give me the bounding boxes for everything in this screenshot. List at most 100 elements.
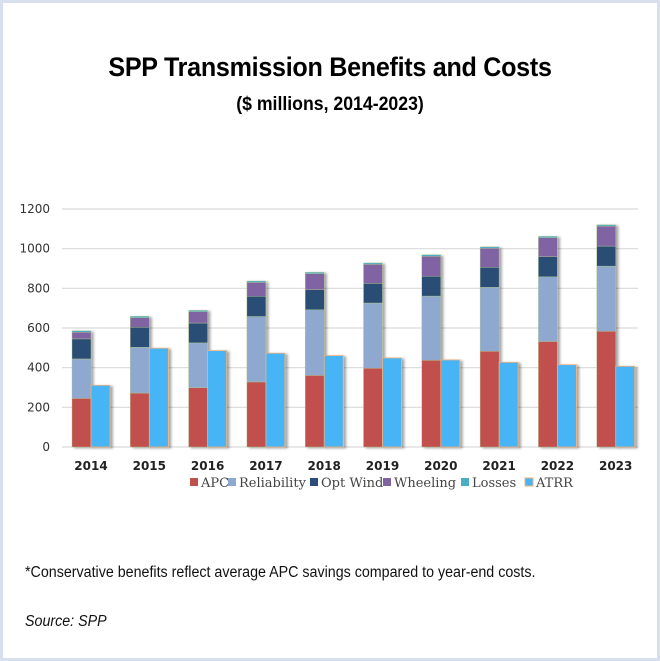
bar-wheeling [305,273,325,290]
bar-atrr [90,384,111,448]
legend-item-apc: APC [190,476,229,491]
bar-opt-wind [421,276,441,297]
bar-losses [246,280,267,283]
bar-atrr [615,365,636,448]
chart-subtitle: ($ millions, 2014-2023) [236,94,424,115]
year-group-2020 [421,254,461,448]
legend-label: Opt Wind [321,476,383,491]
legend-swatch [190,478,198,486]
legend-item-atrr: ATRR [524,476,574,491]
bar-reliability [479,287,500,352]
x-tick-label: 2018 [307,459,340,473]
benefits-stack [363,262,383,448]
bar-opt-wind [246,296,267,317]
y-tick-label: 0 [42,440,50,454]
bar-opt-wind [188,322,208,344]
bar-wheeling [538,237,558,257]
bar-wheeling [479,248,500,268]
bar-reliability [188,342,208,388]
bar-atrr [148,347,169,448]
bar-atrr [498,361,519,448]
year-group-2015 [130,316,169,448]
x-tick-label: 2022 [541,459,574,473]
year-group-2021 [479,246,519,448]
legend-label: Reliability [239,476,307,491]
bar-opt-wind [596,245,616,267]
x-tick-label: 2016 [191,459,224,473]
y-tick-label: 400 [27,361,50,375]
bar-opt-wind [363,283,383,304]
legend-label: APC [200,476,229,491]
x-tick-label: 2021 [482,459,515,473]
year-group-2018 [305,272,344,448]
x-tick-label: 2020 [424,459,457,473]
bar-reliability [538,276,558,342]
legend-swatch [228,478,236,486]
bar-reliability [71,358,92,399]
bar-opt-wind [305,289,325,310]
x-tick-label: 2014 [74,459,107,473]
bar-losses [130,316,150,318]
chart-title: SPP Transmission Benefits and Costs [108,52,552,82]
benefits-stack [421,254,441,448]
bar-opt-wind [130,327,150,348]
bar-apc [596,330,616,448]
bar-losses [538,236,558,238]
bar-apc [479,351,500,448]
bar-atrr [440,359,461,448]
footnote: *Conservative benefits reflect average A… [25,564,536,581]
y-tick-label: 1000 [19,242,50,256]
bar-wheeling [188,311,208,324]
legend-swatch [310,478,318,486]
bar-apc [305,375,325,448]
bar-wheeling [246,282,267,297]
bar-apc [188,387,208,448]
x-tick-label: 2017 [249,459,282,473]
bar-wheeling [596,225,616,247]
bar-opt-wind [479,267,500,288]
bar-wheeling [421,256,441,277]
legend-swatch [383,478,391,486]
bar-apc [71,398,92,448]
legend-item-reliability: Reliability [228,476,307,491]
bar-opt-wind [538,256,558,278]
year-group-2014 [71,330,111,448]
y-tick-label: 600 [27,321,50,335]
bar-atrr [557,364,577,448]
y-tick-label: 1200 [19,202,50,216]
benefits-stack [71,330,92,448]
source-note: Source: SPP [25,613,107,630]
bar-losses [363,262,383,265]
benefits-stack [596,224,616,448]
bar-wheeling [130,317,150,328]
legend-label: Losses [472,476,516,491]
bar-opt-wind [71,338,92,360]
bar-apc [130,392,150,448]
bar-reliability [130,347,150,394]
benefits-stack [538,236,558,448]
legend-label: Wheeling [394,476,456,491]
bar-apc [538,341,558,448]
x-tick-label: 2019 [366,459,399,473]
legend-swatch [461,478,469,486]
legend-label: ATRR [535,476,574,491]
benefits-stack [188,310,208,448]
bar-wheeling [71,331,92,340]
bar-atrr [265,352,286,448]
benefits-stack [246,280,267,448]
year-group-2017 [246,280,286,448]
bar-losses [188,310,208,312]
bar-reliability [363,302,383,369]
bar-wheeling [363,264,383,284]
legend-item-opt-wind: Opt Wind [310,476,383,491]
bar-losses [479,246,500,249]
bar-losses [71,330,92,333]
bar-atrr [207,350,228,448]
year-group-2023 [596,224,636,448]
legend-item-losses: Losses [461,476,516,491]
bar-losses [305,272,325,274]
x-tick-label: 2015 [133,459,166,473]
benefits-stack [305,272,325,448]
year-group-2022 [538,236,577,448]
